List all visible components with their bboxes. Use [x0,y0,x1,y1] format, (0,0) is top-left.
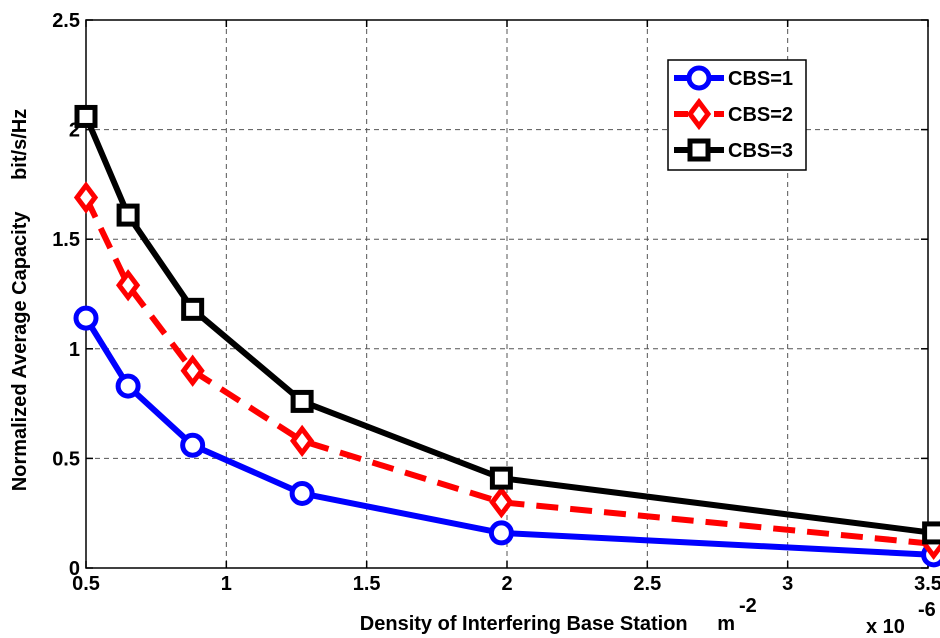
legend-label: CBS=2 [728,104,793,126]
series-line [83,316,934,558]
legend-label: CBS=1 [728,68,793,90]
data-point [73,181,99,214]
x-axis-label: Density of Interfering Base Station m [360,613,735,635]
y-tick-label: 0 [69,558,80,580]
legend-marker [687,138,711,162]
y-tick-label: 2.5 [52,10,80,32]
legend-item: CBS=2 [674,97,793,131]
data-point [116,203,140,227]
x-tick-label: 3.5 [914,573,940,595]
data-point [489,486,514,519]
data-point [289,480,315,506]
x-tick-label: 1.5 [353,573,381,595]
legend-item: CBS=1 [674,65,793,91]
data-point [115,373,141,399]
y-axis-label-text: Normalized Average Capacity [9,211,31,492]
series-layer [73,104,940,568]
x-tick-label: 3 [782,573,793,595]
legend-marker [686,65,712,91]
x-axis-unit: m [717,613,735,635]
x-tick-label: 1 [221,573,232,595]
x-tick-label: 2.5 [633,573,661,595]
series-1 [73,305,940,568]
data-point [922,521,940,545]
y-tick-label: 0.5 [52,448,80,470]
y-axis-label: Normalized Average Capacity bit/s/Hz [9,109,31,491]
series-3 [74,104,940,545]
data-point [489,466,513,490]
x-multiplier-label: x 10 [866,616,905,638]
x-axis-ticks: 0.5 1 1.5 2 2.5 3 3.5 [72,20,940,595]
data-point [73,305,99,331]
x-multiplier-base: x 10 [866,616,905,638]
data-point [181,297,205,321]
data-point [74,104,98,128]
legend: CBS=1 CBS=2 CBS=3 [667,59,807,171]
data-point [180,432,206,458]
data-point [180,354,205,387]
legend-item: CBS=3 [674,138,793,162]
grid-lines [86,20,928,568]
series-2 [73,181,940,561]
x-tick-label: 0.5 [72,573,100,595]
y-tick-label: 1.5 [52,229,80,251]
x-axis-unit-exponent: -2 [739,595,757,617]
series-line [83,196,934,547]
data-point [289,424,315,458]
legend-marker [686,97,712,131]
y-tick-label: 2 [69,120,80,142]
data-point [488,520,514,546]
y-tick-label: 1 [69,339,80,361]
data-point [290,389,314,413]
legend-label: CBS=3 [728,140,793,162]
x-tick-label: 2 [501,573,512,595]
x-axis-label-text: Density of Interfering Base Station [360,613,688,635]
series-line [83,115,934,536]
x-multiplier-exponent: -6 [918,599,936,621]
y-axis-unit: bit/s/Hz [9,109,31,180]
data-point [115,269,141,302]
